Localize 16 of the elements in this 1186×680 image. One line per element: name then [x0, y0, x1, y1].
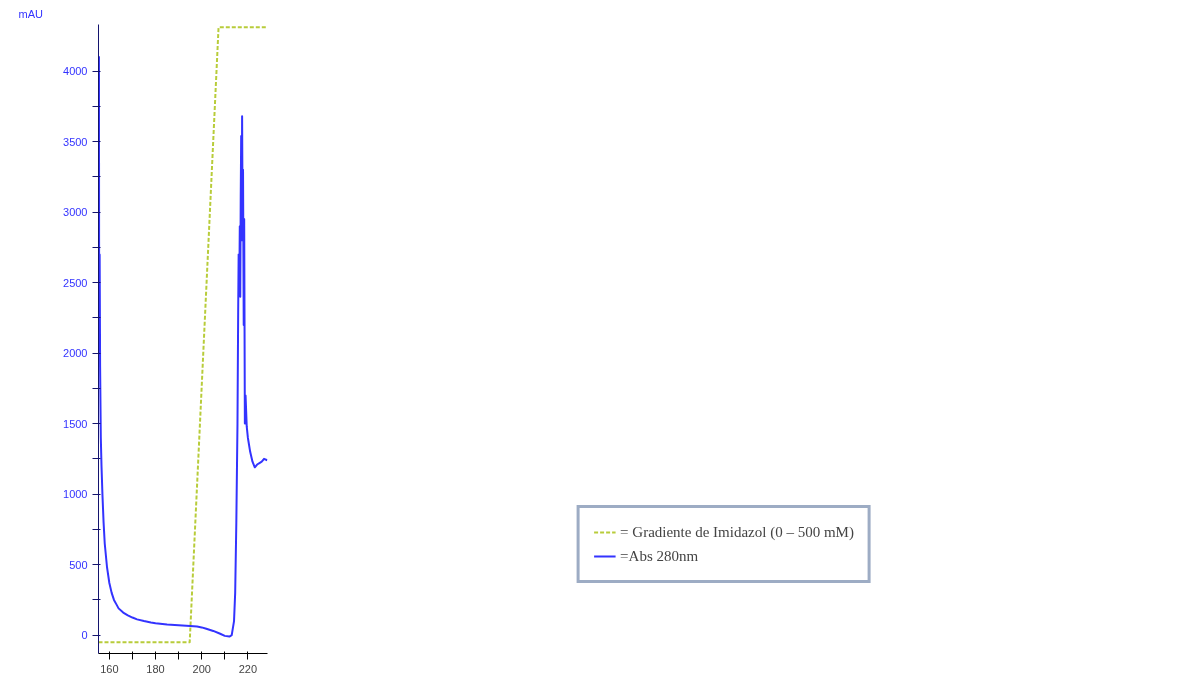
y-tick-label: 1000 — [63, 488, 88, 501]
y-tick-label: 2500 — [63, 276, 88, 289]
x-tick-label: 220 — [238, 662, 258, 675]
y-tick-label: 4000 — [63, 65, 88, 78]
y-axis-title: mAU — [18, 7, 43, 20]
x-tick-label: 180 — [146, 662, 165, 675]
y-tick-label: 0 — [81, 629, 88, 642]
y-tick-label: 3000 — [63, 206, 88, 219]
x-tick-label: 200 — [192, 662, 211, 675]
y-tick-label: 500 — [69, 558, 88, 571]
y-tick-label: 3500 — [63, 135, 88, 148]
x-tick-label: 160 — [100, 662, 119, 675]
legend-label: = Gradiente de Imidazol (0 – 500 mM) — [620, 523, 854, 541]
legend-label: =Abs 280nm — [620, 547, 699, 565]
y-tick-label: 1500 — [63, 417, 88, 430]
y-tick-label: 2000 — [63, 347, 88, 360]
